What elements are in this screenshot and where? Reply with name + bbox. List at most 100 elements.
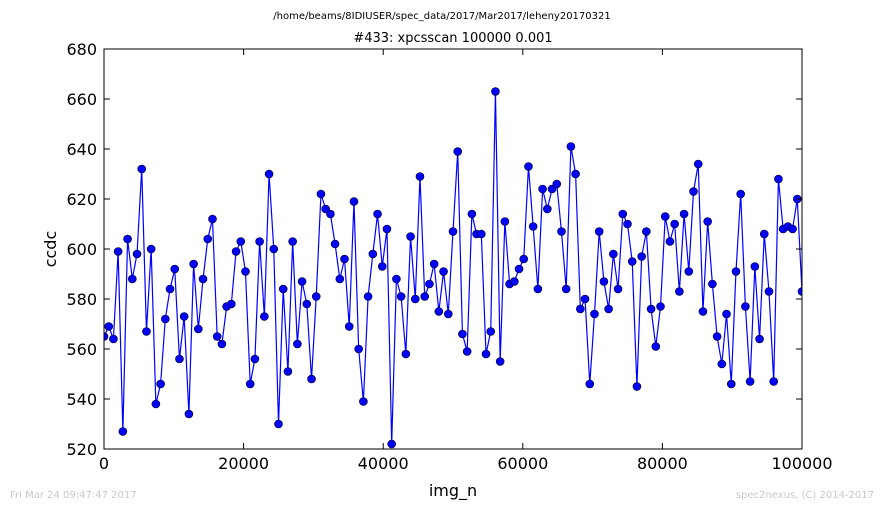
data-point — [741, 302, 750, 311]
data-point — [396, 292, 406, 301]
data-point — [264, 169, 274, 179]
data-point — [585, 379, 595, 389]
data-point — [349, 197, 359, 206]
data-point — [675, 287, 684, 296]
data-point — [236, 237, 246, 246]
y-tick-label: 580 — [66, 290, 97, 309]
data-point — [269, 244, 279, 254]
data-point — [293, 339, 302, 349]
data-point — [137, 164, 147, 174]
data-point — [769, 377, 779, 386]
data-point — [797, 287, 802, 296]
data-point — [717, 359, 727, 369]
data-point — [693, 159, 703, 169]
data-point — [712, 332, 722, 341]
data-point — [448, 227, 458, 236]
data-point — [495, 357, 505, 366]
data-point — [128, 274, 137, 284]
data-point — [354, 344, 363, 354]
data-point — [486, 327, 496, 336]
data-point — [231, 247, 241, 256]
chart-title: #433: xpcsscan 100000 0.001 — [353, 31, 552, 46]
data-point — [708, 279, 717, 289]
series-line — [104, 91, 802, 445]
data-point — [344, 322, 354, 331]
data-point — [179, 312, 189, 321]
data-point — [302, 299, 312, 309]
data-point — [123, 234, 132, 244]
y-axis-label: ccdc — [41, 231, 60, 268]
data-point — [580, 294, 590, 304]
data-point — [212, 332, 222, 341]
data-point — [156, 379, 165, 389]
data-point — [651, 342, 661, 351]
data-point — [623, 219, 632, 229]
data-point — [363, 292, 373, 301]
data-point — [307, 374, 316, 384]
data-point — [453, 147, 463, 156]
data-point — [359, 397, 368, 406]
tick-layer: 0 20000 40000 60000 80000 100000 520 540 560 580 6… — [66, 40, 832, 473]
data-point — [297, 277, 307, 286]
data-point — [241, 267, 250, 276]
data-point — [151, 399, 161, 409]
data-point — [194, 324, 203, 334]
data-point — [208, 214, 217, 224]
data-point — [146, 244, 156, 254]
data-point — [476, 229, 486, 239]
data-point — [420, 292, 430, 301]
data-point — [491, 87, 500, 96]
data-point — [637, 252, 646, 261]
x-tick-label: 20000 — [218, 454, 269, 473]
data-point — [755, 334, 764, 344]
y-tick-label: 660 — [66, 90, 97, 109]
data-point — [543, 204, 552, 214]
data-point — [594, 227, 604, 236]
data-point — [599, 277, 609, 286]
data-point — [561, 284, 571, 294]
data-point — [481, 349, 491, 359]
data-point — [429, 259, 439, 269]
data-point — [500, 217, 510, 226]
data-point — [392, 274, 401, 284]
data-point — [184, 409, 194, 419]
data-point — [311, 292, 321, 301]
data-point — [316, 189, 326, 199]
y-tick-label: 560 — [66, 340, 97, 359]
data-point — [627, 257, 637, 266]
data-point — [410, 294, 420, 304]
data-point — [274, 419, 283, 429]
data-point — [736, 189, 745, 199]
data-point — [750, 262, 760, 271]
data-point — [665, 237, 675, 246]
data-point — [524, 162, 533, 171]
data-point — [764, 287, 774, 296]
y-tick-label: 640 — [66, 140, 97, 159]
data-point — [590, 309, 599, 319]
data-point — [104, 322, 114, 331]
data-point — [684, 267, 694, 276]
data-point — [401, 349, 411, 359]
y-tick-label: 520 — [66, 440, 97, 459]
data-point — [443, 309, 453, 319]
axes-frame — [103, 48, 803, 450]
data-point — [618, 209, 628, 219]
data-point — [387, 439, 396, 449]
data-point — [255, 237, 264, 246]
data-point — [722, 309, 731, 319]
data-point — [745, 377, 755, 386]
y-tick-label: 540 — [66, 390, 97, 409]
data-point — [165, 284, 175, 294]
data-point — [283, 367, 293, 376]
data-point — [759, 229, 769, 239]
data-point — [425, 279, 434, 289]
data-point — [340, 254, 349, 264]
data-point — [250, 354, 260, 364]
data-point — [514, 264, 524, 274]
data-point — [774, 174, 783, 184]
plot-area: 0 20000 40000 60000 80000 100000 520 540 560 580 6… — [66, 40, 832, 473]
data-point — [604, 304, 613, 314]
data-point — [326, 209, 335, 219]
data-point — [703, 217, 712, 226]
